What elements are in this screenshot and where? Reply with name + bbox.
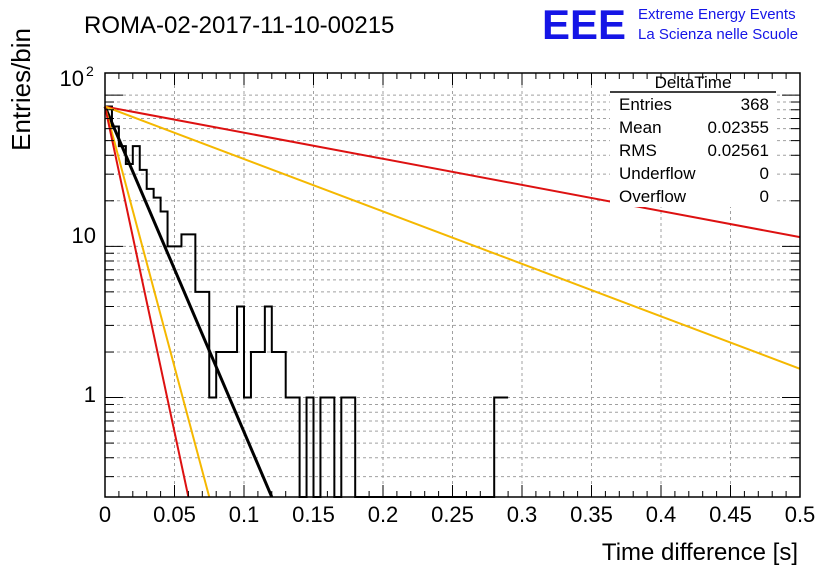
stats-value-rms: 0.02561 (708, 141, 769, 160)
x-tick-label: 0.35 (570, 502, 613, 527)
stats-label-overflow: Overflow (619, 187, 687, 206)
stats-value-entries: 368 (741, 95, 769, 114)
eee-logo: EEE Extreme Energy Events La Scienza nel… (542, 1, 798, 48)
x-tick-label: 0 (99, 502, 111, 527)
x-tick-label: 0.1 (229, 502, 260, 527)
histogram (105, 105, 509, 498)
stats-value-underflow: 0 (760, 164, 769, 183)
histogram-outline (105, 105, 509, 498)
logo-mark: EEE (542, 1, 626, 48)
y-axis-label: Entries/bin (6, 28, 36, 151)
logo-line-1: Extreme Energy Events (638, 6, 796, 23)
y-tick-label-10: 10 (72, 223, 96, 248)
fit-line (103, 105, 274, 498)
axis-ticks (104, 73, 801, 497)
logo-line-2: La Scienza nelle Scuole (638, 26, 798, 43)
grid (105, 73, 800, 497)
fit-line (104, 105, 801, 239)
y-tick-label-1: 1 (84, 382, 96, 407)
stats-label-rms: RMS (619, 141, 657, 160)
x-tick-label: 0.15 (292, 502, 335, 527)
x-tick-label: 0.45 (709, 502, 752, 527)
stats-title: DeltaTime (655, 73, 732, 92)
fit-line (104, 106, 190, 498)
x-tick-label: 0.25 (431, 502, 474, 527)
x-tick-label: 0.4 (646, 502, 677, 527)
fit-line (104, 105, 801, 370)
fit-line (104, 106, 211, 498)
x-axis-label: Time difference [s] (602, 539, 798, 566)
stats-label-underflow: Underflow (619, 164, 696, 183)
svg-text:2: 2 (86, 63, 94, 79)
x-tick-labels: 0 0.05 0.1 0.15 0.2 0.25 0.3 0.35 0.4 0.45 0.5 (99, 502, 815, 527)
x-tick-label: 0.3 (507, 502, 538, 527)
x-tick-label: 0.05 (153, 502, 196, 527)
fit-lines (103, 105, 801, 498)
y-tick-labels: 1 10 10 2 (60, 63, 96, 407)
chart-title: ROMA-02-2017-11-10-00215 (84, 12, 394, 39)
y-tick-label-100: 10 2 (60, 63, 94, 91)
stats-label-mean: Mean (619, 118, 662, 137)
x-tick-label: 0.5 (785, 502, 816, 527)
stats-box: DeltaTime Entries 368 Mean 0.02355 RMS 0… (610, 73, 776, 207)
stats-value-mean: 0.02355 (708, 118, 769, 137)
x-tick-label: 0.2 (368, 502, 399, 527)
stats-label-entries: Entries (619, 95, 672, 114)
stats-value-overflow: 0 (760, 187, 769, 206)
svg-text:10: 10 (60, 66, 84, 91)
